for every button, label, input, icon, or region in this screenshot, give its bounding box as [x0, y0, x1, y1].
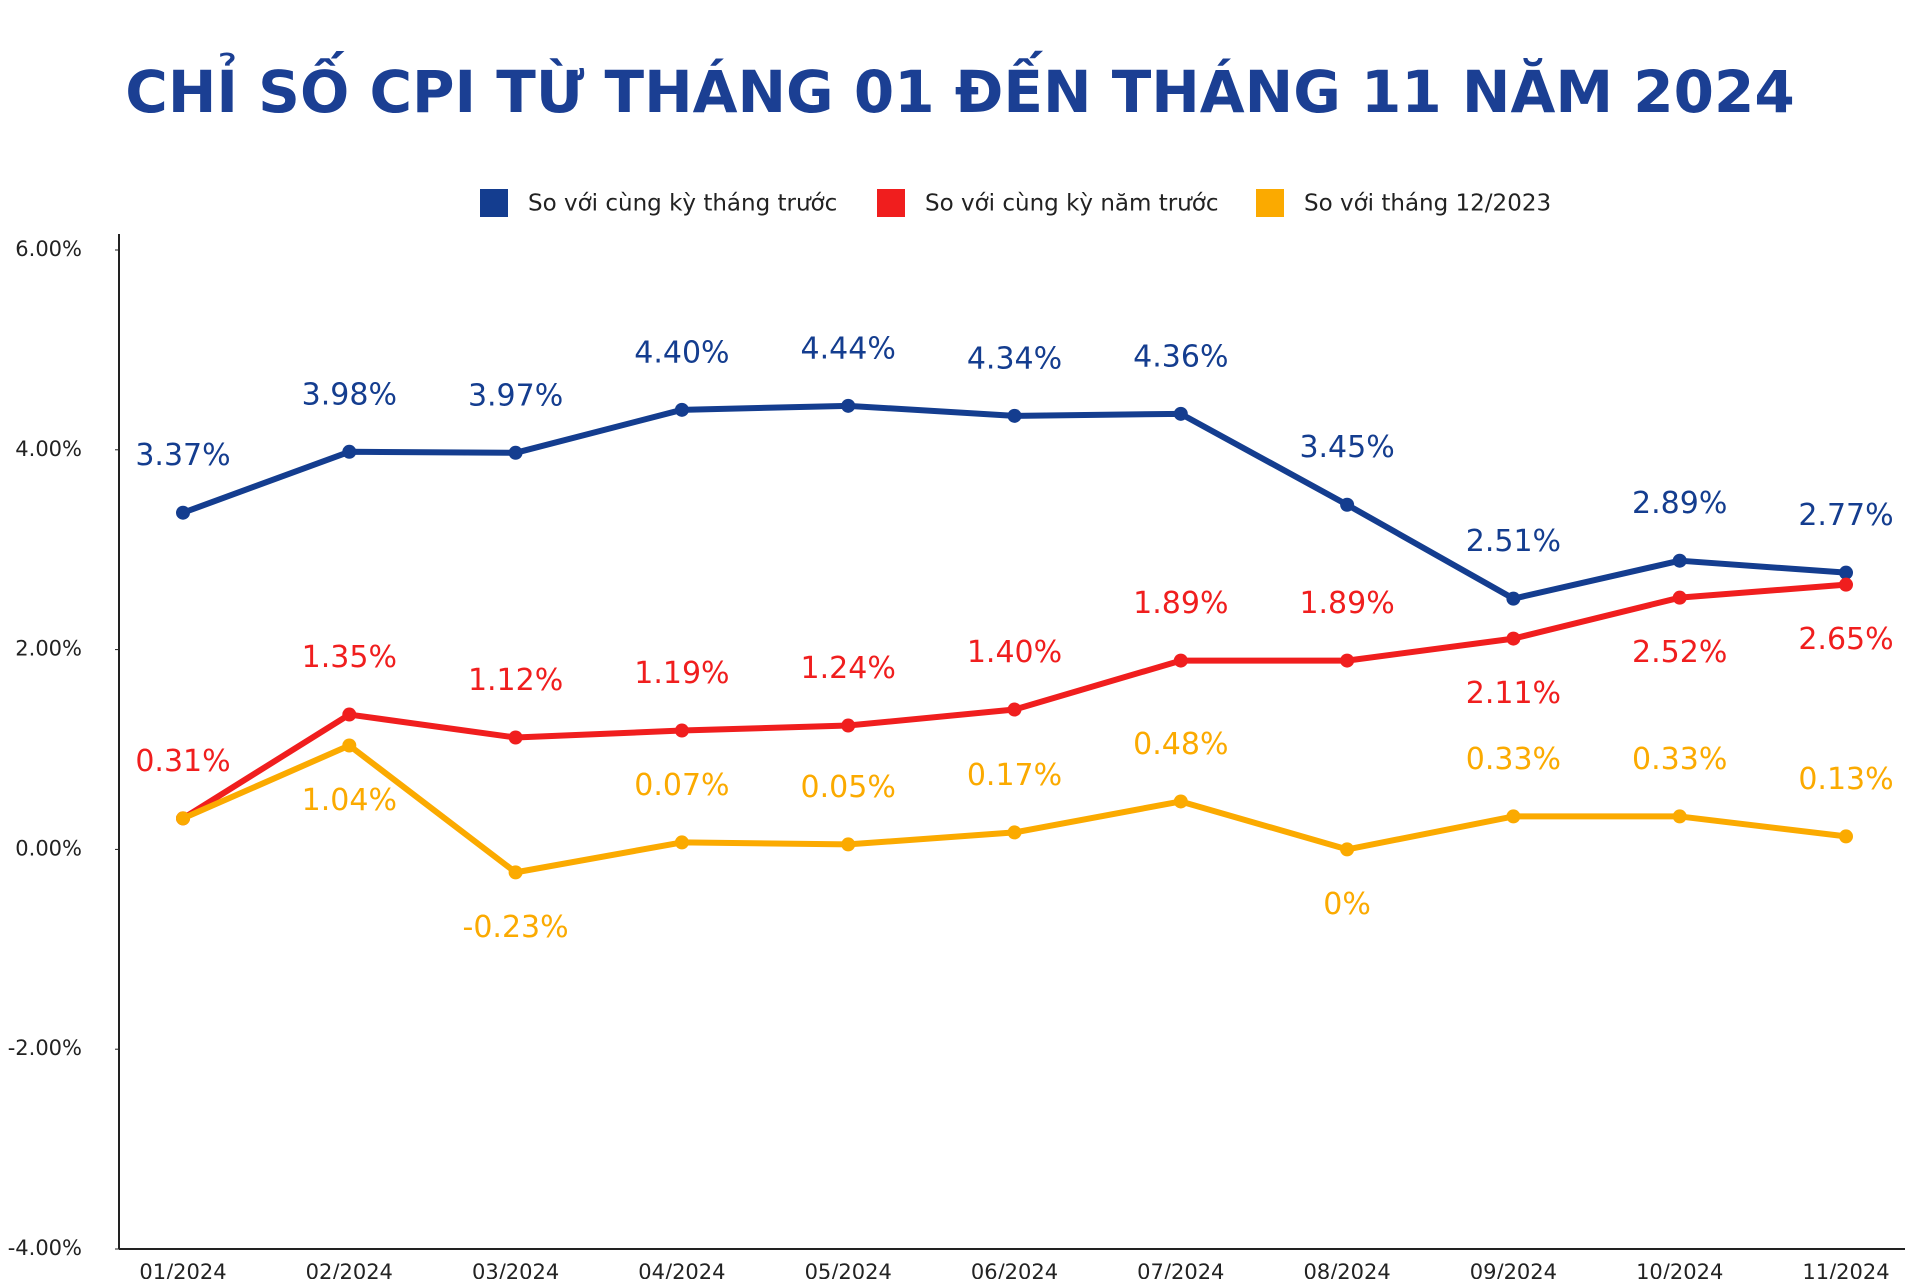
data-point: [841, 398, 856, 413]
data-label: 1.12%: [468, 663, 563, 698]
data-label: 0.33%: [1466, 742, 1561, 777]
y-tick-label: 4.00%: [15, 437, 82, 461]
legend-label: So với tháng 12/2023: [1304, 191, 1551, 217]
data-point: [841, 837, 856, 852]
data-point: [1506, 631, 1521, 646]
legend-swatch: [877, 189, 905, 217]
data-point: [1173, 794, 1188, 809]
data-label: 4.36%: [1133, 339, 1228, 374]
data-label: 1.35%: [302, 640, 397, 675]
y-tick-label: 6.00%: [15, 237, 82, 261]
y-tick-label: -4.00%: [8, 1236, 82, 1260]
data-point: [1340, 653, 1355, 668]
x-tick-label: 03/2024: [472, 1260, 559, 1279]
data-point: [1340, 842, 1355, 857]
data-label: 2.51%: [1466, 524, 1561, 559]
data-label: 2.89%: [1632, 486, 1727, 521]
data-point: [1506, 591, 1521, 606]
data-label: 3.45%: [1299, 430, 1394, 465]
data-label: 0.31%: [135, 744, 230, 779]
data-point: [508, 865, 523, 880]
data-point: [1839, 577, 1853, 592]
data-label: 3.37%: [135, 438, 230, 473]
legend-label: So với cùng kỳ năm trước: [925, 191, 1218, 217]
x-tick-label: 10/2024: [1636, 1260, 1723, 1279]
data-label: 1.24%: [801, 651, 896, 686]
data-point: [1007, 408, 1022, 423]
x-tick-label: 07/2024: [1137, 1260, 1224, 1279]
data-point: [1839, 829, 1853, 844]
data-point: [1007, 702, 1022, 717]
data-label: 0.05%: [801, 770, 896, 805]
x-tick-label: 06/2024: [971, 1260, 1058, 1279]
data-label: 1.89%: [1133, 586, 1228, 621]
data-label: 0.48%: [1133, 727, 1228, 762]
legend-swatch: [480, 189, 508, 217]
x-tick-label: 09/2024: [1470, 1260, 1557, 1279]
data-point: [176, 811, 190, 826]
data-point: [841, 718, 856, 733]
series-line: [181, 402, 1847, 602]
data-label: 0.07%: [634, 768, 729, 803]
data-label: 4.44%: [801, 331, 896, 366]
data-label: 2.65%: [1798, 622, 1893, 657]
data-label: 1.04%: [302, 783, 397, 818]
data-label: -0.23%: [463, 910, 569, 945]
data-point: [342, 707, 357, 722]
data-point: [1672, 809, 1687, 824]
data-point: [1672, 553, 1687, 568]
x-tick-label: 01/2024: [139, 1260, 226, 1279]
data-label: 2.77%: [1798, 498, 1893, 533]
data-label: 1.89%: [1299, 586, 1394, 621]
data-point: [1173, 406, 1188, 421]
data-label: 0.13%: [1798, 762, 1893, 797]
data-point: [674, 835, 689, 850]
x-tick-label: 05/2024: [805, 1260, 892, 1279]
x-tick-label: 08/2024: [1303, 1260, 1390, 1279]
data-point: [1839, 565, 1853, 580]
data-point: [508, 730, 523, 745]
data-label: 4.40%: [634, 335, 729, 370]
x-tick-label: 11/2024: [1802, 1260, 1889, 1279]
x-tick-label: 02/2024: [306, 1260, 393, 1279]
data-label: 2.11%: [1466, 676, 1561, 711]
data-label: 4.34%: [967, 341, 1062, 376]
data-point: [1506, 809, 1521, 824]
data-point: [674, 402, 689, 417]
legend-swatch: [1256, 189, 1284, 217]
data-point: [176, 505, 190, 520]
data-label: 3.98%: [302, 377, 397, 412]
y-tick-label: 0.00%: [15, 836, 82, 860]
chart-title: CHỈ SỐ CPI TỪ THÁNG 01 ĐẾN THÁNG 11 NĂM …: [125, 50, 1794, 126]
data-label: 1.19%: [634, 656, 729, 691]
data-label: 2.52%: [1632, 635, 1727, 670]
data-label: 3.97%: [468, 378, 563, 413]
legend-label: So với cùng kỳ tháng trước: [528, 191, 837, 217]
data-label: 0.17%: [967, 758, 1062, 793]
data-label: 0%: [1323, 887, 1371, 922]
data-point: [342, 444, 357, 459]
x-tick-label: 04/2024: [638, 1260, 725, 1279]
data-label: 1.40%: [967, 635, 1062, 670]
data-point: [1007, 825, 1022, 840]
data-point: [1173, 653, 1188, 668]
data-point: [508, 445, 523, 460]
data-point: [1340, 497, 1355, 512]
y-tick-label: 2.00%: [15, 637, 82, 661]
data-label: 0.33%: [1632, 742, 1727, 777]
data-point: [342, 738, 357, 753]
y-tick-label: -2.00%: [8, 1036, 82, 1060]
data-point: [674, 723, 689, 738]
data-point: [1672, 590, 1687, 605]
